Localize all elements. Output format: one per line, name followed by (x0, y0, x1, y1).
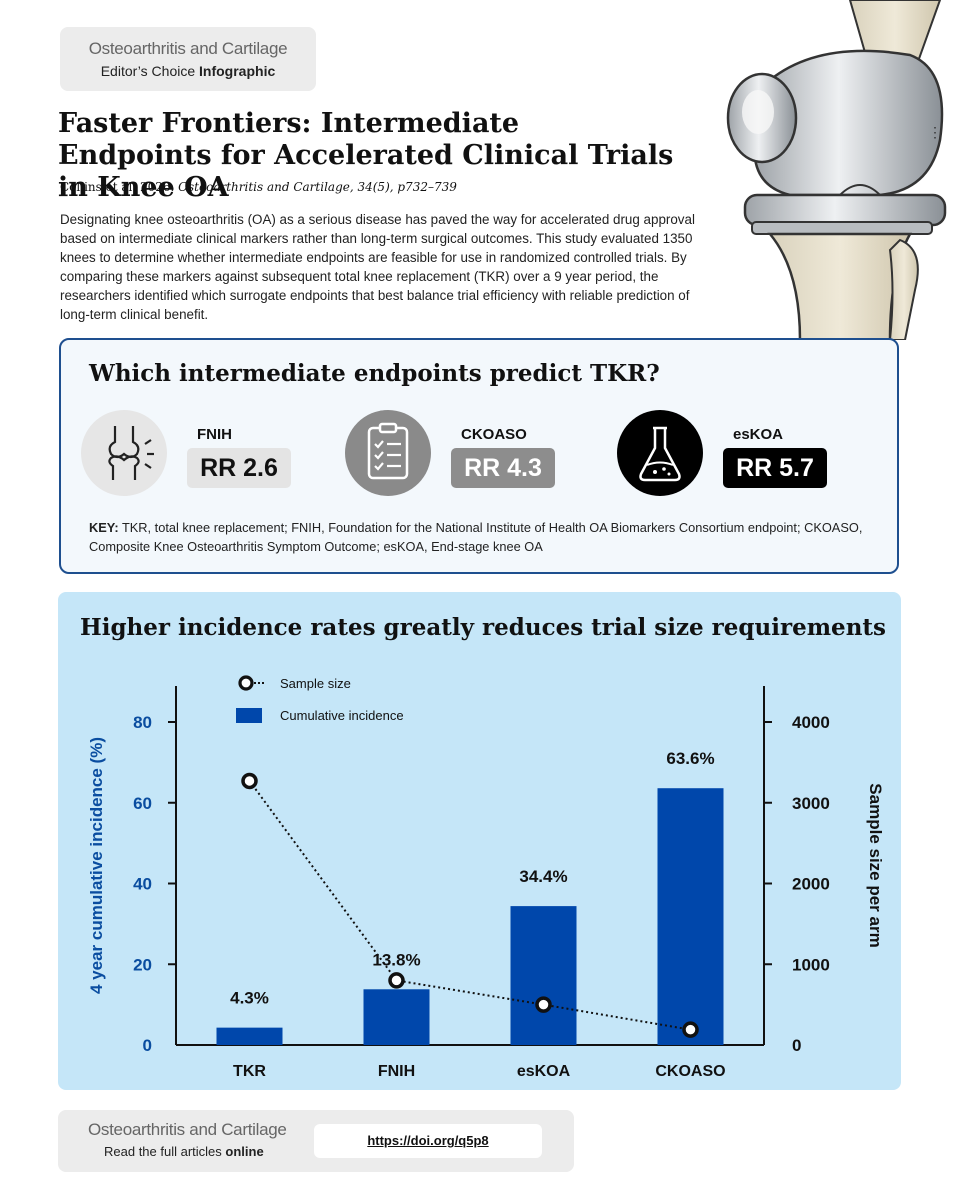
citation-journal: Osteoarthritis and Cartilage, 34(5), p73… (178, 180, 457, 194)
x-tick-label: esKOA (517, 1063, 571, 1080)
bar-eskoa (510, 906, 577, 1045)
key-text: TKR, total knee replacement; FNIH, Found… (89, 520, 863, 554)
sample-size-point (241, 772, 258, 790)
sample-size-line (248, 780, 691, 1031)
endpoint-rr: RR 5.7 (723, 448, 827, 488)
x-tick-label: CKOASO (655, 1063, 725, 1080)
flask-icon (617, 410, 703, 496)
bar-value-label: 63.6% (666, 749, 714, 768)
footer: Osteoarthritis and Cartilage Read the fu… (58, 1110, 574, 1172)
left-tick-label: 60 (133, 794, 152, 813)
bar-tkr (216, 1027, 283, 1045)
chart-title: Higher incidence rates greatly reduces t… (80, 614, 886, 641)
legend-sample-size-label: Sample size (280, 676, 351, 691)
left-tick-label: 0 (143, 1036, 152, 1055)
sample-size-point (535, 996, 552, 1013)
right-tick-label: 3000 (792, 794, 830, 813)
bar-value-label: 13.8% (372, 950, 420, 969)
endpoints-panel: Which intermediate endpoints predict TKR… (59, 338, 899, 574)
y2-axis-label: Sample size per arm (866, 783, 885, 947)
clipboard-checklist-icon (345, 410, 431, 496)
legend-incidence-swatch (236, 708, 262, 723)
right-tick-label: 2000 (792, 875, 830, 894)
endpoint-rr: RR 2.6 (187, 448, 291, 488)
x-tick-label: FNIH (378, 1063, 415, 1080)
endpoint-name: esKOA (733, 426, 784, 443)
left-tick-label: 20 (133, 955, 152, 974)
footer-prefix: Read the full articles (104, 1144, 222, 1159)
journal-badge: Osteoarthritis and Cartilage Editor’s Ch… (60, 27, 316, 91)
doi-link[interactable]: https://doi.org/q5p8 (314, 1124, 542, 1158)
bar-fnih (363, 989, 430, 1045)
footer-journal-name: Osteoarthritis and Cartilage (88, 1120, 287, 1139)
incidence-chart: 0 20 40 60 80 0 1000 2000 3000 4000 4 year cumulat… (87, 675, 885, 1080)
endpoint-name: CKOASO (461, 426, 527, 443)
sample-size-point (682, 1021, 699, 1038)
badge-subtitle: Editor’s Choice Infographic (60, 63, 316, 79)
knee-implant-illustration (726, 0, 947, 340)
endpoint-name: FNIH (197, 426, 232, 443)
bar-value-label: 34.4% (519, 867, 567, 886)
journal-name: Osteoarthritis and Cartilage (88, 39, 288, 58)
right-tick-label: 0 (792, 1036, 801, 1055)
key-label: KEY: (89, 520, 119, 535)
left-tick-label: 80 (133, 713, 152, 732)
sample-size-point (388, 972, 405, 989)
knee-joint-icon (81, 410, 167, 496)
chart-panel: Higher incidence rates greatly reduces t… (58, 592, 901, 1090)
left-tick-label: 40 (133, 875, 152, 894)
badge-prefix: Editor’s Choice (100, 63, 196, 79)
right-tick-label: 1000 (792, 955, 830, 974)
key-legend: KEY: TKR, total knee replacement; FNIH, … (89, 518, 879, 556)
right-tick-label: 4000 (792, 713, 830, 732)
ellipsis-marker: ⋮ (928, 124, 942, 140)
bar-value-label: 4.3% (230, 989, 269, 1008)
citation-authors: Collins et al. 2026. (60, 180, 175, 194)
legend-incidence-label: Cumulative incidence (280, 708, 404, 723)
bar-ckoaso (657, 788, 724, 1045)
page-title: Faster Frontiers: Intermediate Endpoints… (58, 108, 674, 203)
y-axis-label: 4 year cumulative incidence (%) (87, 737, 106, 994)
x-tick-label: TKR (233, 1063, 266, 1080)
footer-strong: online (225, 1144, 264, 1159)
endpoint-rr: RR 4.3 (451, 448, 555, 488)
citation: Collins et al. 2026. Osteoarthritis and … (60, 180, 457, 194)
legend-sample-size-marker (238, 675, 254, 691)
footer-subtitle: Read the full articles online (104, 1144, 264, 1159)
badge-strong: Infographic (199, 63, 276, 79)
abstract: Designating knee osteoarthritis (OA) as … (60, 212, 695, 322)
endpoints-title: Which intermediate endpoints predict TKR… (89, 360, 660, 387)
